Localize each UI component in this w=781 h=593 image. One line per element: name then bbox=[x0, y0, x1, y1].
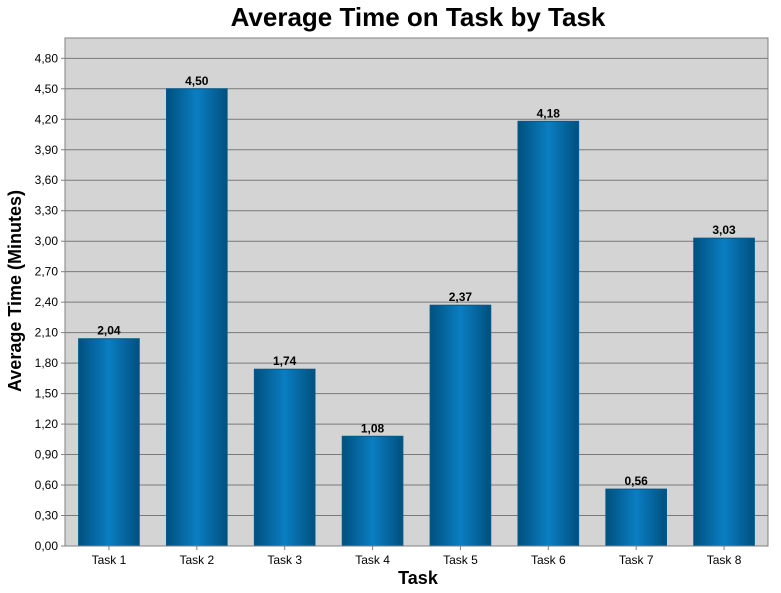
bar-value-label: 3,03 bbox=[712, 223, 736, 237]
bar-6 bbox=[517, 120, 580, 547]
bars bbox=[78, 88, 755, 547]
x-category-label: Task 6 bbox=[531, 553, 566, 567]
bar-value-label: 1,08 bbox=[361, 421, 385, 435]
bar-5 bbox=[429, 304, 492, 547]
bar-2 bbox=[165, 88, 228, 547]
bar-1 bbox=[78, 338, 140, 547]
x-axis-title: Task bbox=[398, 568, 439, 588]
x-category-label: Task 2 bbox=[179, 553, 214, 567]
chart-title: Average Time on Task by Task bbox=[231, 2, 606, 32]
y-tick-label: 4,80 bbox=[35, 51, 59, 65]
y-tick-label: 0,60 bbox=[35, 478, 59, 492]
bar-7 bbox=[605, 488, 668, 547]
y-tick-label: 0,00 bbox=[35, 539, 59, 553]
y-tick-label: 4,20 bbox=[35, 112, 59, 126]
y-tick-label: 4,50 bbox=[35, 82, 59, 96]
y-tick-label: 3,60 bbox=[35, 173, 59, 187]
bar-value-label: 1,74 bbox=[273, 354, 297, 368]
x-category-label: Task 5 bbox=[443, 553, 478, 567]
x-category-label: Task 1 bbox=[92, 553, 127, 567]
bar-value-label: 2,04 bbox=[97, 324, 121, 338]
y-tick-label: 2,40 bbox=[35, 295, 59, 309]
x-category-label: Task 3 bbox=[267, 553, 302, 567]
y-tick-label: 1,20 bbox=[35, 417, 59, 431]
y-tick-label: 3,30 bbox=[35, 204, 59, 218]
y-axis-ticks: 0,00 0,30 0,60 0,90 1,20 1,50 1,80 2,10 2,40 2,70… bbox=[35, 51, 65, 553]
x-axis-categories: Task 1 Task 2 Task 3 Task 4 Task 5 Task 6 Task… bbox=[92, 546, 742, 567]
y-tick-label: 0,30 bbox=[35, 509, 59, 523]
x-category-label: Task 7 bbox=[619, 553, 654, 567]
x-category-label: Task 4 bbox=[355, 553, 390, 567]
y-axis-title: Average Time (Minutes) bbox=[5, 190, 25, 392]
y-tick-label: 3,00 bbox=[35, 234, 59, 248]
bar-value-label: 0,56 bbox=[625, 474, 649, 488]
bar-value-label: 2,37 bbox=[449, 290, 473, 304]
x-category-label: Task 8 bbox=[707, 553, 742, 567]
bar-4 bbox=[341, 435, 404, 547]
y-tick-label: 1,50 bbox=[35, 387, 59, 401]
y-tick-label: 0,90 bbox=[35, 448, 59, 462]
y-tick-label: 3,90 bbox=[35, 143, 59, 157]
bar-value-labels: 2,04 4,50 1,74 1,08 2,37 4,18 0,56 3,03 bbox=[97, 74, 736, 488]
y-tick-label: 2,70 bbox=[35, 265, 59, 279]
bar-value-label: 4,50 bbox=[185, 74, 209, 88]
y-tick-label: 2,10 bbox=[35, 326, 59, 340]
bar-3 bbox=[253, 368, 316, 547]
y-tick-label: 1,80 bbox=[35, 356, 59, 370]
bar-8 bbox=[693, 237, 755, 547]
bar-value-label: 4,18 bbox=[537, 106, 561, 120]
